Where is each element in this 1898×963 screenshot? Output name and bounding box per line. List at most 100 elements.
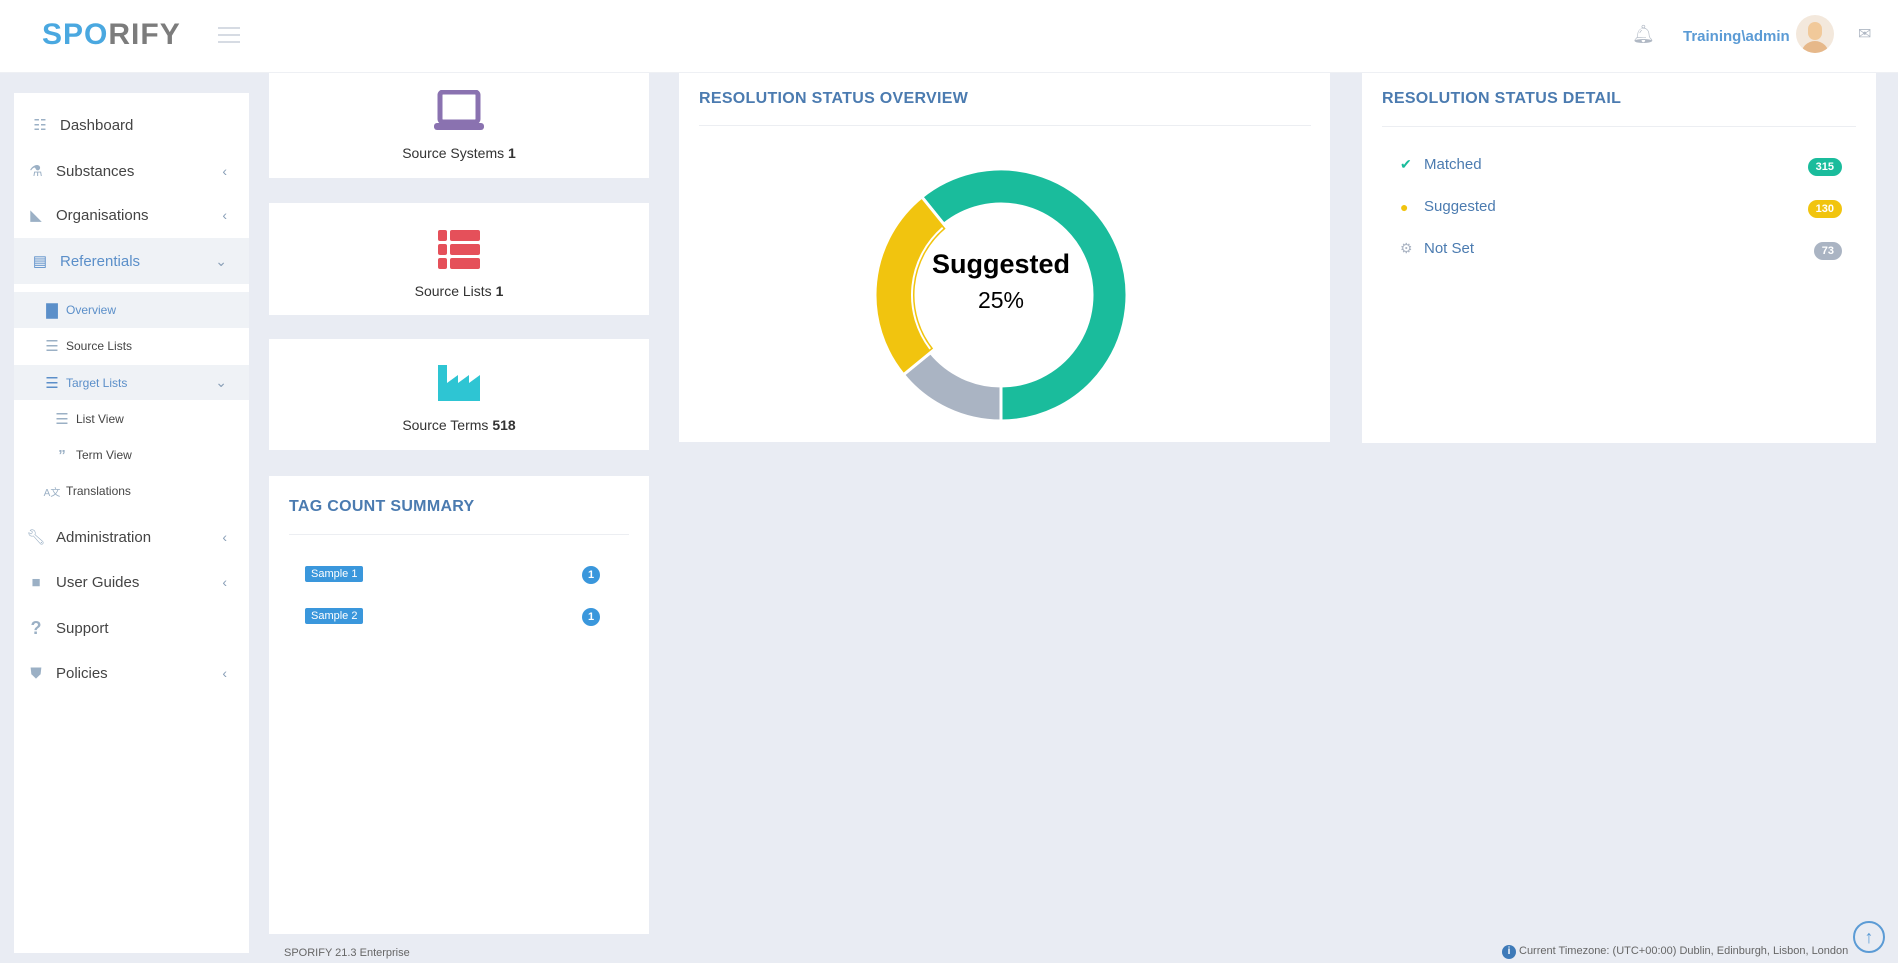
sidebar-item-label: Target Lists [66, 375, 128, 390]
grid-icon: ☷ [33, 117, 47, 134]
sidebar-item-label: Dashboard [60, 116, 134, 134]
timezone-info: i Current Timezone: (UTC+00:00) Dublin, E… [1502, 945, 1848, 959]
flask-icon: ⚗ [29, 163, 43, 180]
sidebar-item-support[interactable]: ? Support [14, 616, 249, 640]
tag-count-badge: 1 [582, 608, 600, 626]
list-alt-icon: ▤ [32, 253, 48, 270]
chevron-down-icon: ⌄ [215, 374, 227, 390]
bell-icon[interactable]: 🔔︎ [1632, 24, 1655, 44]
gear-icon: ⚙ [1400, 240, 1413, 256]
detail-item-suggested[interactable]: ● Suggested [1400, 198, 1496, 215]
sidebar-item-label: Source Lists [66, 339, 133, 353]
stat-value: 518 [492, 417, 516, 433]
sidebar-item-label: Referentials [60, 252, 141, 270]
source-lists-card[interactable]: Source Lists 1 [269, 203, 649, 315]
stat-label: Source Terms [402, 417, 489, 433]
laptop-icon [434, 90, 484, 130]
source-terms-stat: Source Terms 518 [269, 417, 649, 433]
sidebar-item-label: Administration [56, 528, 152, 546]
stat-label: Source Lists [414, 283, 492, 299]
sidebar-item-organisations[interactable]: ◣ Organisations ‹ [14, 203, 249, 227]
sidebar-item-label: Support [56, 619, 109, 637]
detail-label: Not Set [1424, 240, 1475, 257]
source-systems-card[interactable]: Source Systems 1 [269, 73, 649, 178]
menu-icon[interactable] [218, 27, 240, 43]
card-title: RESOLUTION STATUS DETAIL [1382, 90, 1622, 107]
sidebar-item-administration[interactable]: 🔧︎ Administration ‹ [14, 525, 249, 549]
timezone-text: Current Timezone: (UTC+00:00) Dublin, Ed… [1519, 945, 1849, 957]
chevron-left-icon: ‹ [222, 529, 227, 545]
tag-count-badge: 1 [582, 566, 600, 584]
chat-icon[interactable]: ✉ [1858, 26, 1872, 43]
industry-icon: ◣ [30, 207, 42, 224]
source-terms-card[interactable]: Source Terms 518 [269, 339, 649, 450]
logo-text: RIFY [108, 18, 181, 51]
sidebar-item-label: Overview [66, 303, 117, 317]
sidebar-item-label: Substances [56, 162, 135, 180]
sidebar-item-target-lists[interactable]: ☰ Target Lists ⌄ [14, 365, 249, 400]
info-icon: i [1502, 945, 1516, 959]
divider [1382, 126, 1856, 127]
stat-label: Source Systems [402, 145, 505, 161]
sidebar-item-referentials[interactable]: ▤ Referentials ⌄ [14, 238, 249, 284]
top-header: SPORIFY 🔔︎ Training\admin ✉ [0, 0, 1898, 73]
tag-label[interactable]: Sample 2 [305, 608, 364, 624]
donut-slice-matched[interactable] [919, 167, 1129, 423]
card-title: RESOLUTION STATUS OVERVIEW [699, 90, 969, 107]
detail-item-matched[interactable]: ✔ Matched [1400, 156, 1482, 173]
scroll-to-top-button[interactable]: ↑ [1853, 921, 1885, 953]
logo-text: SP [42, 18, 85, 51]
sidebar-item-overview[interactable]: ▇ Overview [14, 292, 249, 328]
chevron-left-icon: ‹ [222, 574, 227, 590]
sidebar-item-label: User Guides [56, 573, 140, 591]
sidebar-item-label: Organisations [56, 206, 149, 224]
industry-icon [438, 365, 480, 401]
source-lists-stat: Source Lists 1 [269, 283, 649, 299]
list-icon: ☰ [55, 411, 69, 428]
wrench-icon: 🔧︎ [26, 529, 46, 546]
detail-label: Suggested [1424, 198, 1496, 215]
list-icon: ☰ [45, 374, 59, 392]
sporify-logo[interactable]: SPORIFY [42, 18, 181, 52]
question-icon: ? [30, 617, 42, 638]
sidebar-item-source-lists[interactable]: ☰ Source Lists [14, 328, 249, 364]
shield-icon: ⛊ [30, 664, 42, 682]
source-systems-stat: Source Systems 1 [269, 145, 649, 161]
sidebar-item-dashboard[interactable]: ☷ Dashboard [14, 113, 249, 137]
sidebar-item-substances[interactable]: ⚗ Substances ‹ [14, 159, 249, 183]
count-badge: 130 [1807, 200, 1842, 218]
username[interactable]: Training\admin [1683, 28, 1790, 45]
chevron-left-icon: ‹ [222, 207, 227, 223]
sidebar-item-label: Translations [66, 484, 131, 498]
donut-center-value: 25% [977, 287, 1025, 313]
sidebar-item-label: Term View [76, 448, 132, 462]
resolution-detail-card: RESOLUTION STATUS DETAIL ✔ Matched 315 ● S… [1362, 73, 1876, 443]
tag-count-card: TAG COUNT SUMMARY Sample 1 1 Sample 2 1 [269, 476, 649, 934]
sidebar-item-user-guides[interactable]: ■ User Guides ‹ [14, 570, 249, 594]
avatar[interactable] [1796, 15, 1834, 53]
sidebar-item-policies[interactable]: ⛊ Policies ‹ [14, 661, 249, 685]
sidebar-item-label: Policies [56, 664, 108, 682]
book-icon: ■ [31, 573, 41, 591]
chevron-left-icon: ‹ [222, 163, 227, 179]
chevron-down-icon: ⌄ [215, 252, 227, 269]
stat-value: 1 [495, 283, 504, 299]
sidebar: ☷ Dashboard ⚗ Substances ‹ ◣ Organisations ‹ … [14, 93, 249, 953]
sidebar-item-list-view[interactable]: ☰ List View [14, 401, 249, 437]
sidebar-item-translations[interactable]: A文 Translations [14, 473, 249, 509]
detail-item-not-set[interactable]: ⚙ Not Set [1400, 240, 1474, 257]
tag-label[interactable]: Sample 1 [305, 566, 364, 582]
card-title: TAG COUNT SUMMARY [289, 498, 475, 515]
language-icon: A文 [43, 487, 61, 499]
divider [289, 534, 629, 535]
sidebar-item-term-view[interactable]: ” Term View [14, 437, 249, 473]
logo-text: O [84, 18, 109, 51]
donut-slice-suggested[interactable] [873, 194, 950, 377]
highlight-ring [911, 226, 944, 350]
lightbulb-icon: ● [1400, 198, 1409, 215]
chevron-left-icon: ‹ [222, 665, 227, 681]
divider [699, 125, 1311, 126]
resolution-overview-card: RESOLUTION STATUS OVERVIEW Suggested 25% [679, 73, 1330, 442]
th-list-icon [438, 230, 480, 269]
donut-chart [873, 167, 1129, 423]
